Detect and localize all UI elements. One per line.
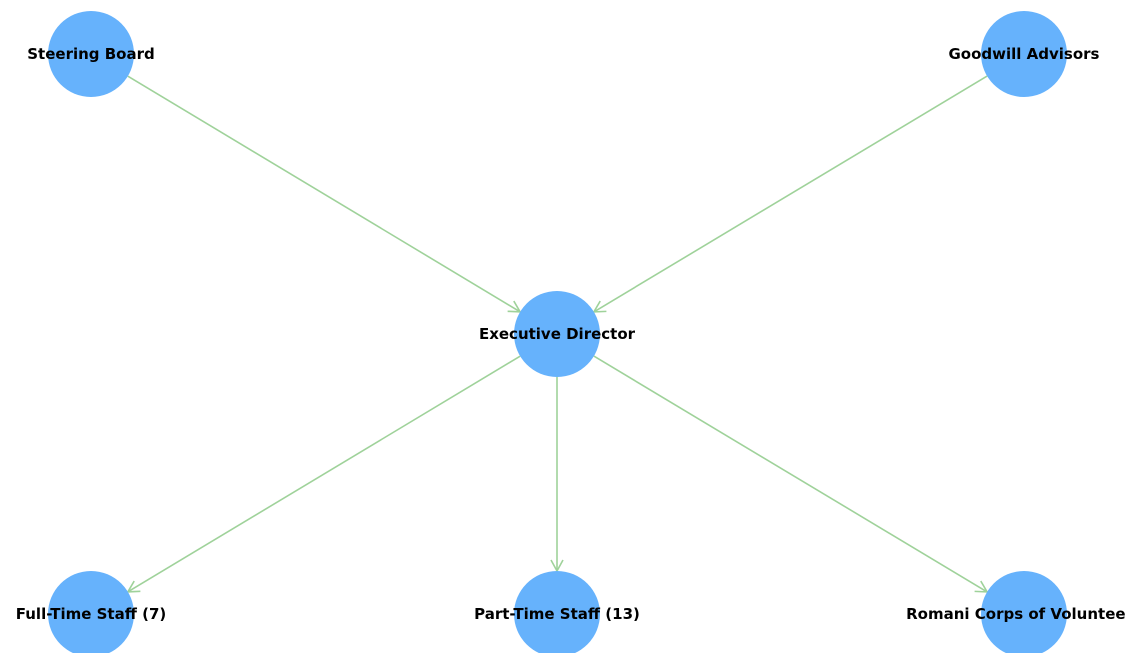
node-label-steering-board: Steering Board bbox=[27, 45, 155, 63]
edge-line bbox=[593, 75, 988, 313]
edge-line bbox=[127, 355, 521, 593]
edge-line bbox=[593, 355, 988, 593]
node-label-goodwill-advisors: Goodwill Advisors bbox=[949, 45, 1100, 63]
edge-arrowhead bbox=[507, 300, 522, 313]
node-label-full-time-staff: Full-Time Staff (7) bbox=[16, 605, 167, 623]
node-part-time-staff bbox=[514, 571, 600, 653]
node-romani-corps bbox=[981, 571, 1067, 653]
nodes-layer bbox=[48, 11, 1067, 653]
node-full-time-staff bbox=[48, 571, 134, 653]
edges-layer bbox=[126, 75, 989, 593]
edge-arrowhead bbox=[126, 580, 141, 593]
edge-executive-director-to-part-time-staff bbox=[550, 377, 564, 573]
edge-executive-director-to-full-time-staff bbox=[126, 355, 521, 593]
node-label-romani-corps: Romani Corps of Volunteers bbox=[906, 605, 1125, 623]
node-steering-board bbox=[48, 11, 134, 97]
edge-executive-director-to-romani-corps bbox=[593, 355, 989, 593]
labels-layer: Steering Board Goodwill Advisors Executive… bbox=[16, 45, 1125, 623]
node-executive-director bbox=[514, 291, 600, 377]
edge-goodwill-advisors-to-executive-director bbox=[592, 75, 988, 313]
edge-line bbox=[127, 75, 521, 313]
node-label-part-time-staff: Part-Time Staff (13) bbox=[474, 605, 640, 623]
node-goodwill-advisors bbox=[981, 11, 1067, 97]
node-label-executive-director: Executive Director bbox=[479, 325, 636, 343]
edge-arrowhead bbox=[974, 580, 989, 593]
edge-steering-board-to-executive-director bbox=[127, 75, 522, 313]
edge-arrowhead bbox=[592, 300, 607, 313]
